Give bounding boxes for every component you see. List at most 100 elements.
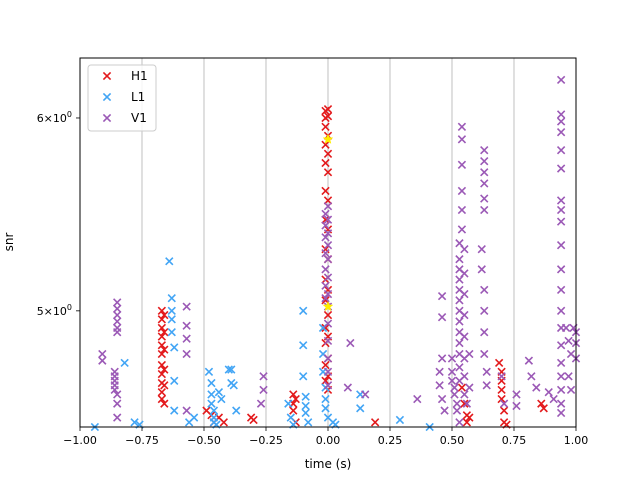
- data-point-v1: [455, 255, 464, 264]
- data-point-v1: [477, 245, 486, 254]
- data-point-v1: [447, 354, 457, 363]
- data-point-v1: [321, 209, 330, 219]
- data-point-l1: [170, 376, 179, 385]
- data-point-l1: [284, 399, 293, 408]
- x-tick-label: −1.00: [63, 434, 97, 447]
- data-point-v1: [544, 387, 553, 397]
- data-point-v1: [556, 306, 566, 316]
- data-point-v1: [460, 289, 469, 299]
- data-point-v1: [113, 304, 122, 313]
- data-point-v1: [182, 334, 191, 343]
- data-point-v1: [480, 156, 489, 166]
- x-tick-label: 0.25: [378, 434, 403, 447]
- data-point-v1: [556, 265, 566, 274]
- data-point-v1: [556, 372, 566, 381]
- data-point-v1: [346, 338, 355, 348]
- data-point-l1: [356, 404, 365, 413]
- data-point-v1: [447, 367, 457, 376]
- data-point-v1: [113, 399, 122, 408]
- data-point-v1: [256, 399, 266, 408]
- x-axis: −1.00 −0.75 −0.50 −0.25 0.00 0.25 0.50 0.75 1.00: [63, 427, 588, 447]
- data-point-v1: [437, 394, 447, 404]
- data-point-v1: [480, 285, 489, 295]
- data-point-v1: [482, 381, 491, 390]
- data-point-h1: [291, 394, 300, 404]
- data-point-l1: [286, 413, 295, 422]
- data-point-v1: [460, 390, 469, 399]
- data-point-h1: [323, 149, 333, 159]
- data-point-l1: [301, 392, 310, 401]
- data-point-v1: [455, 317, 464, 326]
- data-point-v1: [556, 399, 566, 408]
- data-point-v1: [98, 349, 107, 359]
- data-point-h1: [537, 399, 546, 408]
- data-point-h1: [494, 358, 504, 368]
- data-point-l1: [207, 378, 216, 388]
- x-tick-label: 0.50: [440, 434, 465, 447]
- x-tick-label: 0.00: [316, 434, 341, 447]
- x-tick-label: −0.75: [125, 434, 159, 447]
- data-point-h1: [497, 394, 506, 404]
- data-point-v1: [480, 205, 489, 215]
- data-point-v1: [497, 372, 506, 381]
- data-point-h1: [465, 413, 474, 422]
- legend-marker-v1: [102, 113, 112, 123]
- legend-label-v1: V1: [131, 111, 147, 125]
- y-tick-label: 5×100: [37, 303, 72, 318]
- data-point-h1: [321, 122, 330, 131]
- data-point-h1: [160, 345, 169, 354]
- data-point-h1: [157, 341, 167, 350]
- data-point-v1: [480, 306, 489, 316]
- data-point-v1: [435, 367, 444, 376]
- data-point-l1: [165, 257, 174, 266]
- data-point-l1: [170, 343, 179, 352]
- data-point-v1: [564, 372, 573, 381]
- data-point-h1: [321, 323, 330, 333]
- data-point-v1: [361, 390, 370, 399]
- data-point-v1: [457, 122, 467, 131]
- data-point-v1: [323, 336, 333, 346]
- legend-item-h1: H1: [102, 69, 148, 83]
- data-point-l1: [299, 341, 308, 350]
- data-point-h1: [157, 315, 167, 324]
- data-point-h1: [321, 140, 330, 149]
- data-point-l1: [395, 415, 405, 425]
- data-point-v1: [460, 245, 469, 254]
- data-point-v1: [556, 146, 566, 155]
- data-point-l1: [120, 358, 129, 368]
- data-point-l1: [167, 306, 176, 316]
- data-point-v1: [110, 385, 119, 395]
- data-point-l1: [204, 367, 214, 376]
- data-point-h1: [321, 376, 330, 385]
- data-point-v1: [457, 186, 467, 196]
- data-point-l1: [214, 387, 224, 397]
- data-point-v1: [323, 241, 333, 250]
- data-point-v1: [556, 385, 566, 395]
- data-point-h1: [289, 390, 298, 399]
- data-point-v1: [323, 381, 333, 390]
- data-point-v1: [549, 394, 558, 404]
- highlight-star-marker: [322, 300, 334, 312]
- legend-label-h1: H1: [131, 69, 148, 83]
- data-point-v1: [556, 358, 566, 368]
- data-point-v1: [450, 383, 459, 392]
- data-point-v1: [556, 205, 566, 215]
- data-point-h1: [321, 186, 330, 196]
- data-point-v1: [564, 336, 573, 346]
- data-point-h1: [370, 418, 380, 427]
- data-point-v1: [524, 356, 534, 365]
- data-point-h1: [499, 406, 509, 415]
- data-point-v1: [323, 367, 333, 376]
- data-point-v1: [182, 321, 191, 330]
- data-point-v1: [182, 349, 191, 359]
- data-point-v1: [455, 363, 464, 372]
- data-point-v1: [455, 296, 464, 305]
- data-point-l1: [209, 406, 219, 415]
- data-point-h1: [160, 328, 169, 337]
- data-point-v1: [440, 406, 449, 415]
- data-point-l1: [189, 413, 199, 422]
- data-point-v1: [455, 275, 464, 284]
- data-point-v1: [113, 328, 122, 337]
- y-axis-label: snr: [2, 233, 16, 252]
